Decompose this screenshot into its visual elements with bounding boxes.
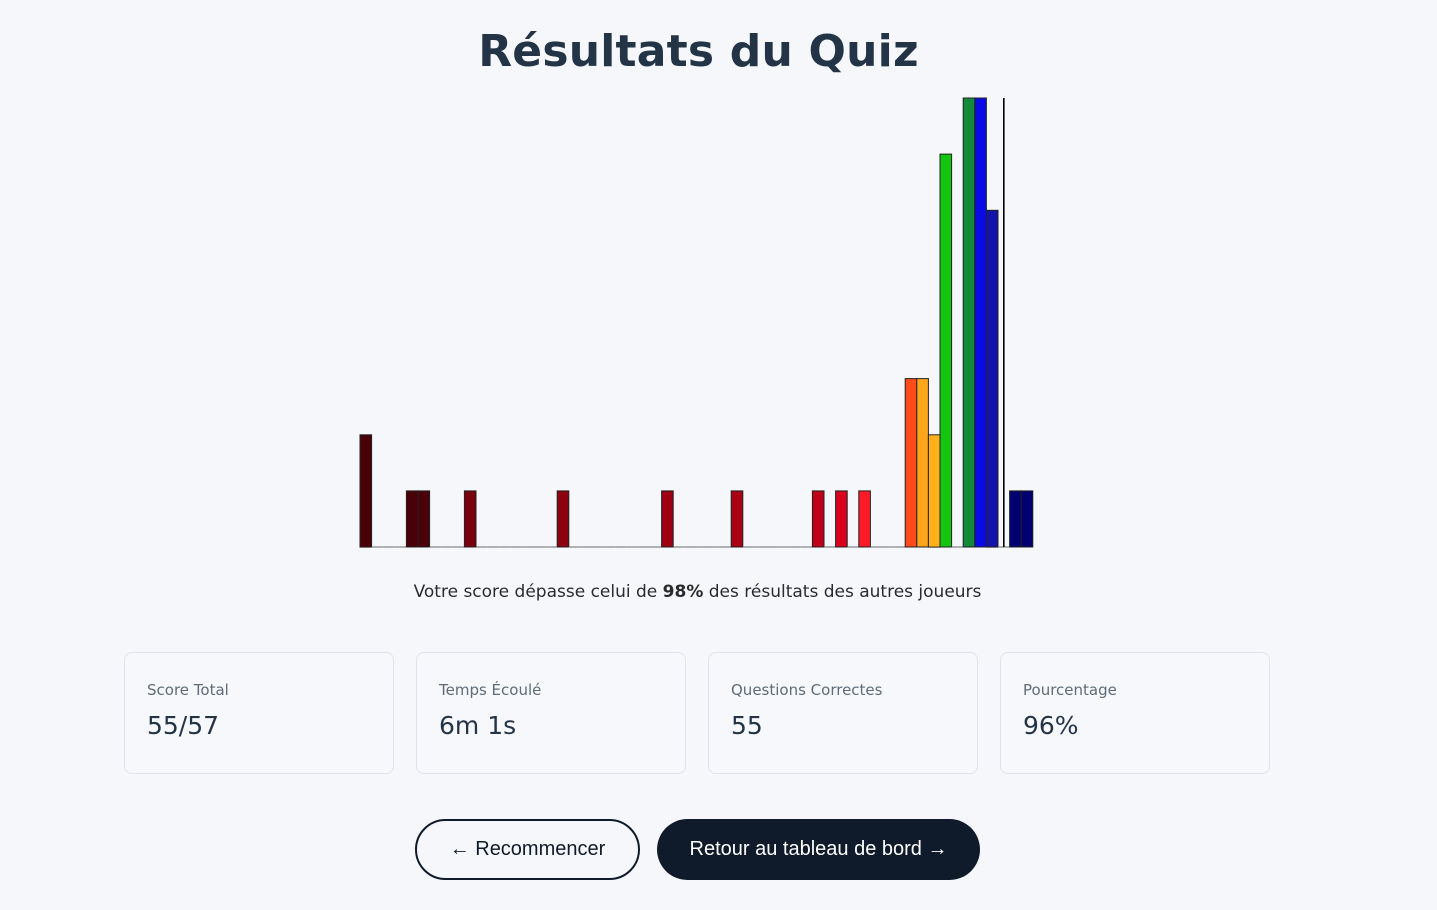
- percentile-prefix: Votre score dépasse celui de: [413, 582, 663, 602]
- stat-card-score: Score Total 55/57: [124, 652, 394, 774]
- histogram-bar: [463, 490, 477, 548]
- histogram-bar: [1009, 490, 1022, 548]
- dashboard-button[interactable]: Retour au tableau de bord →: [657, 819, 980, 880]
- histogram-bar: [858, 490, 871, 548]
- histogram-bar: [661, 490, 674, 548]
- stat-label: Temps Écoulé: [439, 681, 542, 699]
- stat-value: 55: [731, 711, 763, 740]
- percentile-text: Votre score dépasse celui de 98% des rés…: [0, 582, 1395, 602]
- histogram-bar: [556, 490, 570, 548]
- histogram-bar: [417, 490, 431, 548]
- histogram-bar: [916, 378, 929, 548]
- histogram-bar: [962, 97, 976, 548]
- histogram-bar: [405, 490, 419, 548]
- stat-card-correct: Questions Correctes 55: [708, 652, 978, 774]
- percentile-value: 98%: [662, 582, 704, 602]
- stats-row: Score Total 55/57 Temps Écoulé 6m 1s Que…: [124, 652, 1270, 774]
- stat-card-percentage: Pourcentage 96%: [1000, 652, 1270, 774]
- stat-card-time: Temps Écoulé 6m 1s: [416, 652, 686, 774]
- histogram-bar: [985, 209, 999, 548]
- histogram-bar: [811, 490, 825, 548]
- restart-button[interactable]: ← Recommencer: [415, 819, 640, 880]
- histogram-bar: [927, 434, 941, 548]
- stat-value: 96%: [1023, 711, 1079, 740]
- histogram-bar: [974, 97, 987, 548]
- stat-value: 6m 1s: [439, 711, 517, 740]
- histogram-bar: [730, 490, 744, 548]
- action-buttons: ← Recommencer Retour au tableau de bord …: [415, 819, 980, 880]
- histogram-bar: [939, 153, 953, 548]
- stat-label: Questions Correctes: [731, 681, 883, 699]
- histogram-bar: [359, 434, 373, 548]
- stat-label: Score Total: [147, 681, 229, 699]
- percentile-suffix: des résultats des autres joueurs: [703, 582, 982, 602]
- stat-value: 55/57: [147, 711, 220, 740]
- score-distribution-chart: [359, 97, 1034, 548]
- histogram-bar: [835, 490, 848, 548]
- stat-label: Pourcentage: [1023, 681, 1117, 699]
- histogram-bar: [904, 378, 918, 548]
- page-title: Résultats du Quiz: [478, 26, 919, 77]
- histogram-bar: [1020, 490, 1034, 548]
